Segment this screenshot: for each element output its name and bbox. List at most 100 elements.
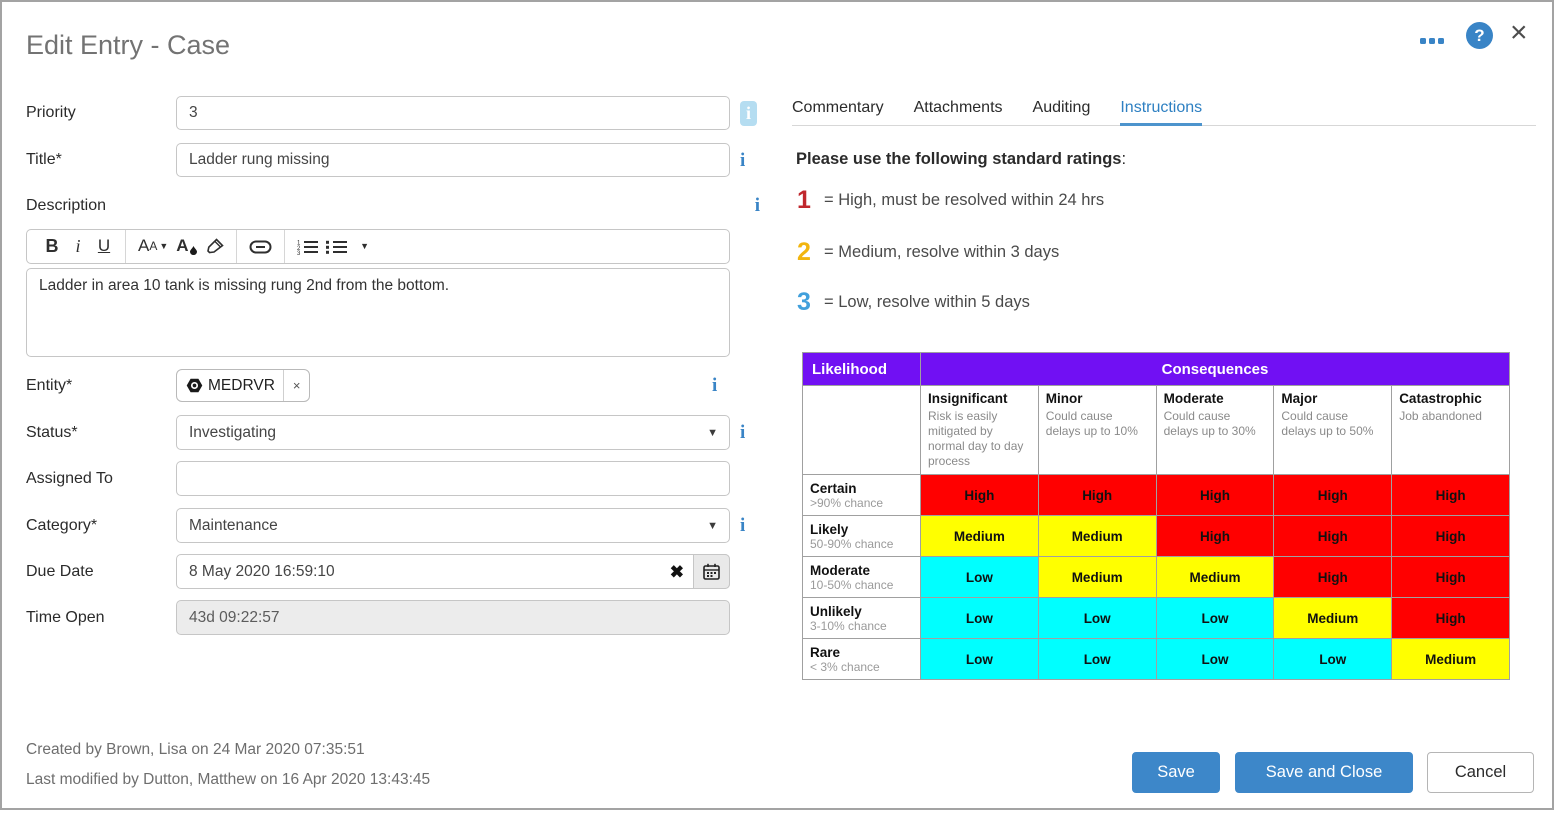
info-icon[interactable]: i (740, 100, 758, 126)
matrix-cell: Low (920, 638, 1039, 680)
due-date-label: Due Date (26, 562, 94, 580)
matrix-column-header: Catastrophic Job abandoned (1391, 385, 1510, 475)
remove-entity-icon[interactable]: × (282, 370, 310, 401)
matrix-cell: High (1391, 556, 1510, 598)
rating-item: 1 = High, must be resolved within 24 hrs (797, 186, 1104, 215)
matrix-column-desc: Risk is easily mitigated by normal day t… (928, 409, 1024, 468)
list-dropdown-icon[interactable]: ▼ (360, 240, 370, 251)
cancel-button[interactable]: Cancel (1427, 752, 1534, 793)
matrix-cell: Medium (1273, 597, 1393, 639)
link-icon[interactable] (245, 234, 276, 260)
svg-text:2: 2 (297, 246, 301, 252)
clear-date-icon[interactable]: ✖ (669, 562, 684, 581)
matrix-column-desc: Could cause delays up to 10% (1045, 409, 1138, 438)
matrix-row-chance: 10-50% chance (810, 577, 894, 592)
svg-text:3: 3 (297, 251, 301, 255)
title-input[interactable] (176, 143, 730, 177)
category-select[interactable] (176, 508, 730, 543)
matrix-row-header: Unlikely 3-10% chance (802, 597, 921, 639)
matrix-cell: Medium (920, 515, 1039, 557)
matrix-row-name: Moderate (810, 562, 871, 578)
highlight-icon[interactable] (201, 234, 228, 260)
info-icon[interactable]: i (740, 422, 746, 443)
due-date-input[interactable] (176, 554, 730, 589)
matrix-row-chance: < 3% chance (810, 659, 880, 674)
matrix-row: Unlikely 3-10% chance Low Low Low Medium High (802, 597, 1510, 639)
matrix-column-name: Catastrophic (1399, 391, 1482, 406)
matrix-column-header: Minor Could cause delays up to 10% (1037, 385, 1157, 475)
info-icon[interactable]: i (740, 515, 746, 536)
description-input[interactable]: Ladder in area 10 tank is missing rung 2… (26, 268, 730, 357)
italic-icon[interactable]: i (75, 235, 81, 256)
matrix-cell: High (1273, 515, 1393, 557)
matrix-row-name: Certain (810, 480, 857, 496)
rating-number: 3 (797, 288, 811, 316)
matrix-consequences-header: Consequences (920, 352, 1510, 386)
matrix-cell: Low (920, 556, 1039, 598)
risk-matrix-table: Likelihood Consequences Insignificant Ris… (802, 352, 1510, 680)
entity-label: Entity* (26, 376, 73, 394)
matrix-cell: High (1273, 556, 1393, 598)
info-icon[interactable]: i (754, 195, 760, 216)
matrix-row: Rare < 3% chance Low Low Low Low Medium (802, 638, 1510, 680)
matrix-cell: High (1391, 474, 1510, 516)
matrix-cell: Low (1273, 638, 1393, 680)
matrix-row: Certain >90% chance High High High High High (802, 474, 1510, 516)
info-icon[interactable]: i (740, 149, 746, 171)
page-title: Edit Entry - Case (26, 30, 231, 60)
rating-text: = High, must be resolved within 24 hrs (824, 191, 1105, 209)
tab-auditing[interactable]: Auditing (1032, 99, 1091, 116)
font-size-icon[interactable]: A A ▼ (138, 236, 169, 256)
status-select[interactable] (176, 415, 730, 450)
info-icon[interactable]: i (712, 375, 718, 396)
matrix-cell: High (1155, 515, 1275, 557)
matrix-cell: Low (1155, 597, 1275, 639)
assigned-to-input[interactable] (176, 461, 730, 496)
font-color-icon[interactable]: A (172, 234, 200, 260)
rating-text: = Low, resolve within 5 days (824, 293, 1030, 311)
matrix-row-chance: >90% chance (810, 495, 884, 510)
matrix-cell: High (1273, 474, 1393, 516)
entity-tag-label: MEDRVR (208, 376, 275, 394)
bold-icon[interactable]: B (45, 235, 59, 256)
matrix-row-chance: 3-10% chance (810, 618, 887, 633)
matrix-row-name: Rare (810, 644, 841, 660)
more-options-icon[interactable] (1420, 38, 1444, 44)
tab-attachments[interactable]: Attachments (913, 99, 1003, 116)
matrix-row: Likely 50-90% chance Medium Medium High High H… (802, 515, 1510, 557)
underline-icon[interactable]: U (97, 236, 111, 256)
rating-text: = Medium, resolve within 3 days (824, 243, 1060, 261)
calendar-icon[interactable] (693, 554, 730, 589)
matrix-cell: High (1391, 597, 1510, 639)
bullet-list-icon[interactable] (322, 234, 351, 260)
priority-label: Priority (26, 104, 76, 121)
priority-input[interactable] (176, 96, 730, 130)
entity-tag[interactable]: MEDRVR × (176, 369, 311, 402)
matrix-cell: High (1037, 474, 1157, 516)
matrix-column-name: Major (1281, 391, 1318, 406)
tab-instructions[interactable]: Instructions (1120, 99, 1203, 126)
matrix-row-header: Moderate 10-50% chance (802, 556, 921, 598)
matrix-column-desc: Could cause delays up to 50% (1281, 409, 1374, 438)
matrix-column-header: Moderate Could cause delays up to 30% (1155, 385, 1275, 475)
tab-commentary[interactable]: Commentary (792, 99, 884, 116)
tab-bar: Commentary Attachments Auditing Instruct… (792, 99, 1536, 126)
help-icon[interactable]: ? (1466, 22, 1493, 49)
close-icon[interactable]: × (1510, 16, 1528, 49)
rating-number: 2 (797, 238, 811, 266)
matrix-cell: High (1155, 474, 1275, 516)
matrix-row-chance: 50-90% chance (810, 536, 894, 551)
matrix-column-name: Insignificant (928, 391, 1008, 406)
save-and-close-button[interactable]: Save and Close (1235, 752, 1413, 793)
matrix-column-header: Insignificant Risk is easily mitigated by… (920, 385, 1039, 475)
rating-number: 1 (797, 186, 811, 214)
svg-text:1: 1 (297, 240, 301, 246)
save-button[interactable]: Save (1132, 752, 1220, 793)
matrix-column-header: Major Could cause delays up to 50% (1273, 385, 1393, 475)
matrix-cell: Low (1037, 638, 1157, 680)
last-modified-text: Last modified by Dutton, Matthew on 16 A… (26, 771, 431, 788)
matrix-corner-cell (802, 385, 921, 475)
matrix-column-name: Minor (1045, 391, 1083, 406)
